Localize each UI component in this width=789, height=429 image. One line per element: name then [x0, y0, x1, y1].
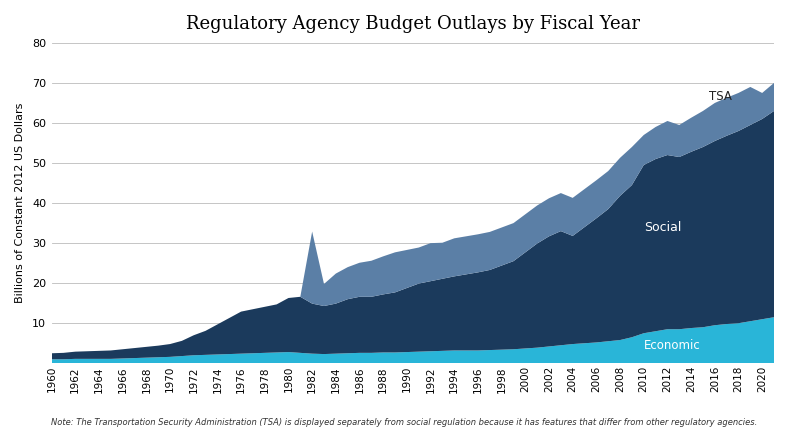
Text: TSA: TSA	[709, 91, 731, 103]
Y-axis label: Billions of Constant 2012 US Dollars: Billions of Constant 2012 US Dollars	[15, 103, 25, 303]
Text: Social: Social	[644, 221, 681, 234]
Title: Regulatory Agency Budget Outlays by Fiscal Year: Regulatory Agency Budget Outlays by Fisc…	[186, 15, 640, 33]
Text: Note: The Transportation Security Administration (TSA) is displayed separately f: Note: The Transportation Security Admini…	[51, 418, 757, 427]
Text: Economic: Economic	[644, 339, 701, 352]
